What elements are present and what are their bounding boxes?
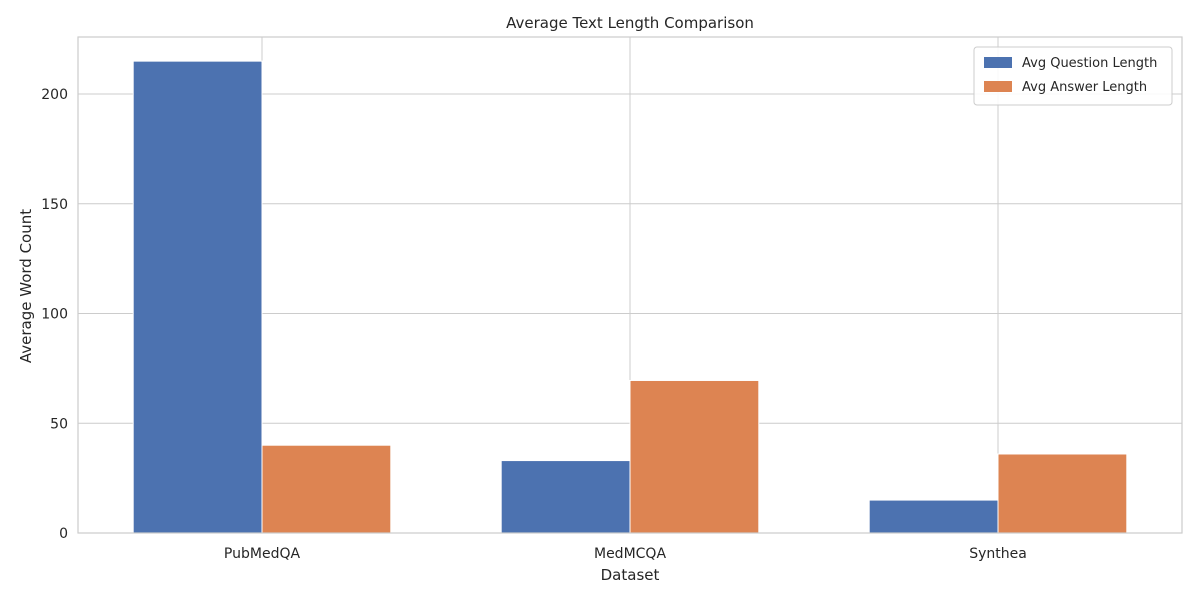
bar-synthea-series-2 xyxy=(997,453,1128,534)
y-tick-label: 100 xyxy=(41,307,68,323)
bar-pubmedqa-series-2 xyxy=(261,444,392,534)
legend-swatch xyxy=(984,57,1012,68)
y-tick-label: 0 xyxy=(59,526,68,542)
bar-pubmedqa-series-1 xyxy=(132,60,263,534)
bar-medmcqa-series-2 xyxy=(629,379,760,534)
x-tick-label: Synthea xyxy=(969,546,1027,562)
x-tick-label: MedMCQA xyxy=(594,546,666,562)
legend-swatch xyxy=(984,81,1012,92)
y-axis-ticks: 0 50 100 150 200 xyxy=(41,87,68,542)
y-tick-label: 150 xyxy=(41,197,68,213)
y-tick-label: 50 xyxy=(50,416,68,432)
bars xyxy=(132,60,1128,534)
y-axis-label: Average Word Count xyxy=(17,209,35,363)
x-tick-label: PubMedQA xyxy=(224,546,301,562)
bar-synthea-series-1 xyxy=(868,499,999,534)
legend-label: Avg Question Length xyxy=(1022,56,1157,71)
x-axis-ticks: PubMedQA MedMCQA Synthea xyxy=(224,546,1027,562)
plot-frame xyxy=(77,36,1183,534)
legend: Avg Question Length Avg Answer Length xyxy=(973,46,1173,106)
x-axis-label: Dataset xyxy=(601,566,660,584)
bar-medmcqa-series-1 xyxy=(500,460,631,534)
chart-title: Average Text Length Comparison xyxy=(506,14,754,32)
legend-box xyxy=(973,46,1173,106)
legend-label: Avg Answer Length xyxy=(1022,80,1147,95)
y-tick-label: 200 xyxy=(41,87,68,103)
